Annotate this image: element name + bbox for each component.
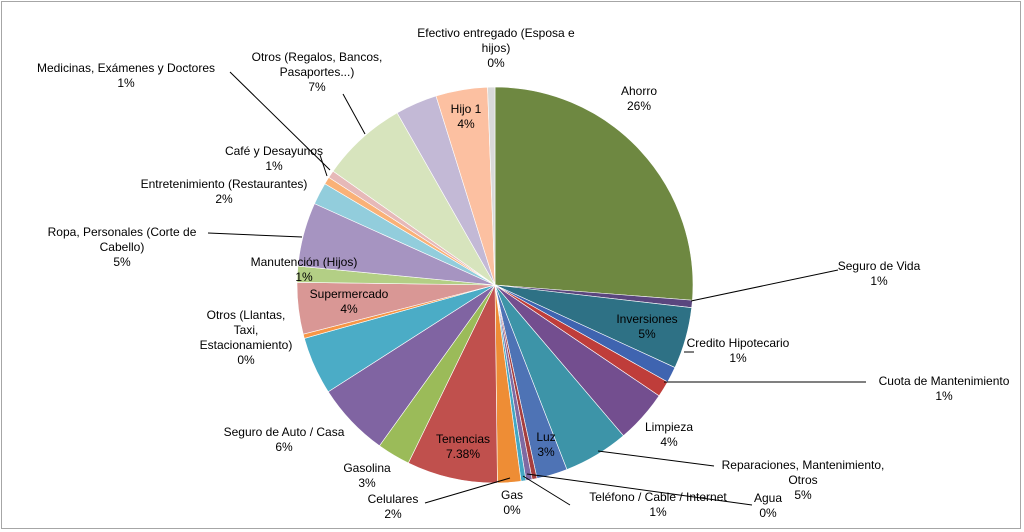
slice-label-line: Gas	[501, 488, 523, 502]
slice-label-line: 1%	[935, 389, 953, 403]
slice-label-line: 6%	[275, 440, 293, 454]
slice-label-13: Gasolina 3%	[343, 461, 391, 490]
slice-label-line: 5%	[113, 255, 131, 269]
slice-label-line: Otros (Llantas,	[207, 308, 286, 322]
slice-label-line: Ropa, Personales (Corte de	[48, 225, 197, 239]
leader-line-23	[342, 93, 366, 135]
slice-label-14: Seguro de Auto / Casa 6%	[224, 425, 345, 454]
slice-label-26: Efectivo entregado (Esposa e hijos) 0%	[417, 26, 575, 70]
slice-label-23: Otros (Regalos, Bancos, Pasaportes...) 7%	[252, 50, 383, 94]
slice-label-line: Credito Hipotecario	[687, 336, 790, 350]
slice-label-line: 7.38%	[446, 447, 480, 461]
slice-label-line: Supermercado	[310, 287, 389, 301]
slice-label-0: Ahorro 26%	[621, 84, 657, 113]
slice-label-line: Ahorro	[621, 84, 657, 98]
slice-label-line: Otros (Regalos, Bancos,	[252, 50, 383, 64]
slice-label-line: Efectivo entregado (Esposa e	[417, 26, 575, 40]
slice-label-line: Teléfono / Cable / Internet	[589, 490, 727, 504]
slice-label-line: 1%	[265, 159, 283, 173]
slice-label-25: Hijo 1 4%	[451, 102, 482, 131]
leader-line-6	[597, 450, 715, 467]
leader-line-19	[207, 232, 303, 238]
slice-label-line: Tenencias	[436, 432, 490, 446]
slice-label-line: 2%	[215, 192, 233, 206]
slice-label-line: 1%	[117, 76, 135, 90]
slice-label-line: 7%	[308, 80, 326, 94]
leader-line-21	[319, 154, 328, 177]
slice-label-8: Agua 0%	[754, 491, 782, 520]
slice-label-line: Limpieza	[645, 420, 693, 434]
slice-label-line: Cuota de Mantenimiento	[879, 374, 1010, 388]
slice-label-12: Tenencias 7.38%	[436, 432, 490, 461]
leader-line-22	[229, 71, 331, 171]
slice-label-line: Cabello)	[100, 240, 145, 254]
slice-label-line: Inversiones	[616, 312, 677, 326]
slice-label-line: 1%	[729, 351, 747, 365]
slice-label-line: 0%	[487, 56, 505, 70]
slice-label-line: 1%	[649, 505, 667, 519]
slice-label-5: Limpieza 4%	[645, 420, 693, 449]
pie-slice-0	[494, 86, 694, 301]
slice-label-line: 5%	[794, 488, 812, 502]
slice-label-line: 4%	[340, 302, 358, 316]
slice-label-line: 26%	[627, 99, 651, 113]
slice-label-1: Seguro de Vida 1%	[838, 259, 921, 288]
slice-label-7: Luz 3%	[536, 430, 555, 459]
slice-label-20: Entretenimiento (Restaurantes) 2%	[141, 177, 308, 206]
slice-label-line: Pasaportes...)	[280, 65, 355, 79]
slice-label-line: Agua	[754, 491, 782, 505]
slice-label-3: Credito Hipotecario 1%	[687, 336, 790, 365]
slice-label-21: Café y Desayunos 1%	[225, 144, 323, 173]
slice-label-line: Celulares	[368, 492, 419, 506]
slice-label-line: 0%	[759, 506, 777, 520]
slice-label-11: Celulares 2%	[368, 492, 419, 521]
slice-label-line: Gasolina	[343, 461, 391, 475]
slice-label-line: Taxi,	[234, 323, 259, 337]
slice-label-4: Cuota de Mantenimiento 1%	[879, 374, 1010, 403]
slice-label-19: Ropa, Personales (Corte de Cabello) 5%	[48, 225, 197, 269]
slice-label-18: Manutención (Hijos) 1%	[251, 255, 358, 284]
slice-label-15: Otros (Llantas, Taxi, Estacionamiento) 0%	[200, 308, 293, 367]
leader-line-8	[526, 473, 753, 506]
slice-label-6: Reparaciones, Mantenimiento, Otros 5%	[722, 458, 885, 502]
slice-label-line: 0%	[503, 503, 521, 517]
slice-label-9: Teléfono / Cable / Internet 1%	[589, 490, 727, 519]
slice-label-line: 3%	[358, 476, 376, 490]
slice-label-line: 5%	[638, 327, 656, 341]
slice-label-line: 4%	[660, 435, 678, 449]
leader-line-11	[424, 477, 511, 504]
slice-label-line: 1%	[295, 270, 313, 284]
slice-label-line: 3%	[537, 445, 555, 459]
slice-label-line: Reparaciones, Mantenimiento,	[722, 458, 885, 472]
slice-label-line: 0%	[237, 353, 255, 367]
pie-slice-26	[487, 86, 496, 286]
leader-line-1	[690, 269, 839, 302]
slice-label-line: Manutención (Hijos)	[251, 255, 358, 269]
slice-label-line: hijos)	[482, 41, 511, 55]
slice-label-line: Otros	[788, 473, 817, 487]
slice-label-line: 4%	[457, 117, 475, 131]
slice-label-line: Café y Desayunos	[225, 144, 323, 158]
leader-line-9	[522, 475, 571, 506]
slice-label-2: Inversiones 5%	[616, 312, 677, 341]
slice-label-line: Medicinas, Exámenes y Doctores	[37, 61, 215, 75]
slice-label-line: Estacionamiento)	[200, 338, 293, 352]
slice-label-line: Seguro de Auto / Casa	[224, 425, 345, 439]
slice-label-line: 1%	[870, 274, 888, 288]
slice-label-line: Hijo 1	[451, 102, 482, 116]
slice-label-22: Medicinas, Exámenes y Doctores 1%	[37, 61, 215, 90]
slice-label-line: Entretenimiento (Restaurantes)	[141, 177, 308, 191]
slice-label-line: 2%	[384, 507, 402, 521]
slice-label-17: Supermercado 4%	[310, 287, 389, 316]
slice-label-10: Gas 0%	[501, 488, 523, 517]
slice-label-line: Luz	[536, 430, 555, 444]
slice-label-line: Seguro de Vida	[838, 259, 921, 273]
